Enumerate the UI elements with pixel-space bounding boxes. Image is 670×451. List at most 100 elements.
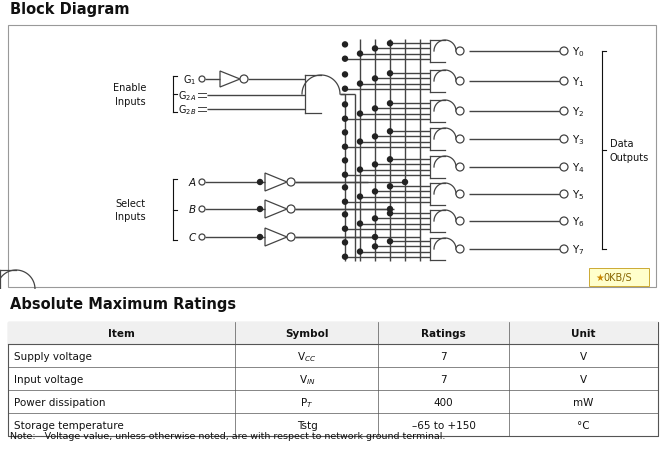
Circle shape: [342, 240, 348, 245]
Circle shape: [342, 117, 348, 122]
Circle shape: [358, 52, 362, 57]
Text: Y$_2$: Y$_2$: [572, 105, 584, 119]
Circle shape: [257, 180, 263, 185]
Text: 400: 400: [433, 397, 454, 407]
Circle shape: [342, 212, 348, 217]
Text: G$_{2A}$: G$_{2A}$: [178, 89, 196, 103]
Circle shape: [560, 78, 568, 86]
Circle shape: [456, 48, 464, 56]
Circle shape: [456, 136, 464, 144]
Text: 0KB/S: 0KB/S: [604, 272, 632, 282]
Circle shape: [342, 159, 348, 164]
Circle shape: [199, 77, 205, 83]
Text: Supply voltage: Supply voltage: [14, 351, 92, 361]
Circle shape: [199, 207, 205, 212]
Text: Y$_1$: Y$_1$: [572, 75, 584, 89]
Circle shape: [342, 145, 348, 150]
Circle shape: [199, 235, 205, 240]
Circle shape: [456, 108, 464, 116]
Text: Y$_7$: Y$_7$: [572, 243, 584, 256]
Circle shape: [373, 107, 377, 112]
Circle shape: [560, 217, 568, 226]
Text: G$_1$: G$_1$: [183, 73, 196, 87]
Text: Absolute Maximum Ratings: Absolute Maximum Ratings: [10, 296, 236, 311]
Text: °C: °C: [577, 420, 590, 430]
Circle shape: [387, 129, 393, 134]
Circle shape: [560, 48, 568, 56]
Circle shape: [560, 245, 568, 253]
Circle shape: [456, 217, 464, 226]
Text: Enable
Inputs: Enable Inputs: [113, 83, 147, 106]
Text: B: B: [189, 205, 196, 215]
Circle shape: [358, 168, 362, 173]
Circle shape: [342, 227, 348, 232]
Circle shape: [373, 135, 377, 140]
Circle shape: [287, 179, 295, 187]
Circle shape: [342, 87, 348, 92]
Circle shape: [456, 245, 464, 253]
Text: Input voltage: Input voltage: [14, 374, 83, 384]
Text: Data
Outputs: Data Outputs: [610, 139, 649, 162]
Circle shape: [358, 221, 362, 226]
Circle shape: [257, 235, 263, 240]
Circle shape: [373, 244, 377, 249]
Circle shape: [342, 255, 348, 260]
Circle shape: [387, 72, 393, 77]
Circle shape: [456, 164, 464, 172]
Text: mW: mW: [573, 397, 594, 407]
Circle shape: [560, 191, 568, 198]
Circle shape: [387, 207, 393, 212]
Circle shape: [456, 78, 464, 86]
Text: P$_{T}$: P$_{T}$: [300, 395, 314, 409]
Circle shape: [373, 189, 377, 194]
Text: Item: Item: [109, 328, 135, 338]
Text: Y$_6$: Y$_6$: [572, 215, 585, 228]
Circle shape: [373, 162, 377, 168]
Text: 7: 7: [440, 374, 447, 384]
Text: Y$_4$: Y$_4$: [572, 161, 585, 175]
Circle shape: [456, 191, 464, 198]
Text: ★: ★: [595, 272, 604, 282]
Circle shape: [358, 82, 362, 87]
Circle shape: [199, 179, 205, 186]
Circle shape: [358, 249, 362, 254]
Text: Select
Inputs: Select Inputs: [115, 198, 145, 221]
Circle shape: [387, 184, 393, 189]
Text: V$_{IN}$: V$_{IN}$: [299, 372, 316, 386]
Text: Symbol: Symbol: [285, 328, 329, 338]
Text: Y$_5$: Y$_5$: [572, 188, 584, 202]
Text: Tstg: Tstg: [297, 420, 318, 430]
Text: Storage temperature: Storage temperature: [14, 420, 124, 430]
Circle shape: [240, 76, 248, 84]
Circle shape: [373, 77, 377, 82]
Circle shape: [342, 43, 348, 48]
Bar: [8, 322, 658, 436]
Circle shape: [342, 57, 348, 62]
Circle shape: [560, 108, 568, 116]
Circle shape: [342, 200, 348, 205]
Text: Power dissipation: Power dissipation: [14, 397, 105, 407]
Text: Unit: Unit: [571, 328, 596, 338]
Text: 7: 7: [440, 351, 447, 361]
Circle shape: [342, 131, 348, 136]
Text: V$_{CC}$: V$_{CC}$: [297, 349, 317, 363]
Text: Y$_0$: Y$_0$: [572, 45, 585, 59]
Circle shape: [387, 157, 393, 162]
Circle shape: [387, 212, 393, 216]
FancyBboxPatch shape: [589, 268, 649, 286]
Text: V: V: [580, 351, 587, 361]
Circle shape: [287, 234, 295, 241]
Circle shape: [342, 185, 348, 190]
Circle shape: [358, 112, 362, 117]
Circle shape: [358, 195, 362, 200]
Circle shape: [387, 101, 393, 106]
Circle shape: [373, 216, 377, 221]
Circle shape: [403, 180, 407, 185]
Circle shape: [342, 73, 348, 78]
Text: Block Diagram: Block Diagram: [10, 2, 129, 17]
Text: –65 to +150: –65 to +150: [411, 420, 476, 430]
Text: V: V: [580, 374, 587, 384]
Circle shape: [560, 164, 568, 172]
Text: Y$_3$: Y$_3$: [572, 133, 584, 147]
Bar: [8, 322, 658, 345]
